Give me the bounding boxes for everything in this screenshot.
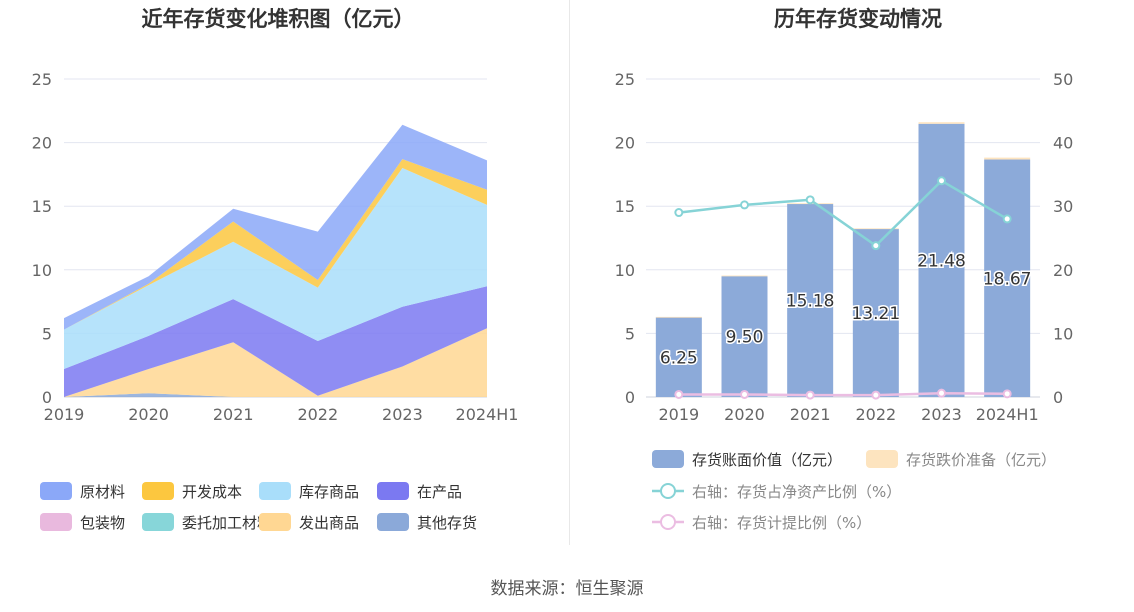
area-wip [64,286,487,397]
bar-data-label: 15.18 [786,291,835,311]
legend-label-stock_goods: 库存商品 [299,483,359,501]
legend-swatch-shipped [259,513,291,531]
x-tick-label: 2019 [44,405,85,424]
y-left-tick-label: 0 [625,388,635,407]
bar-reserve [787,203,834,205]
legend-label-dev_cost: 开发成本 [182,483,242,501]
y-tick-label: 5 [42,324,52,343]
legend-label-consigned: 委托加工材料 [182,514,272,532]
line-point-provision_ratio [937,388,946,398]
y-tick-label: 10 [32,261,52,280]
legend-label-reserve: 存货跌价准备（亿元） [906,451,1056,469]
left-chart-title: 近年存货变化堆积图（亿元） [142,7,415,31]
area-shipped [64,328,487,397]
bar-book-value [984,159,1031,397]
y-left-tick-label: 15 [615,197,635,216]
legend-swatch-stock_goods [259,482,291,500]
x-tick-label: 2023 [382,405,423,424]
bar-reserve [721,275,768,277]
x-tick-label: 2020 [724,405,765,424]
right-chart-title: 历年存货变动情况 [774,7,942,31]
area-other [64,393,487,397]
line-point-net_asset_ratio [1002,214,1012,224]
x-tick-label: 2024H1 [976,405,1039,424]
legend-label-shipped: 发出商品 [299,514,359,532]
legend-label-provision_ratio: 右轴：存货计提比例（%） [692,514,871,532]
panel-divider [569,0,570,545]
y-tick-label: 25 [32,70,52,89]
legend-marker-net_asset_ratio [660,483,676,499]
x-tick-label: 2022 [297,405,338,424]
stacked-area-chart: 近年存货变化堆积图（亿元） 0 5 10 15 20 25 2019 2020 2021 2022 2… [32,7,519,532]
legend-swatch-raw [40,482,72,500]
data-source-note: 数据来源：恒生聚源 [490,579,644,599]
y-left-tick-label: 5 [625,324,635,343]
legend-label-book-value: 存货账面价值（亿元） [692,451,842,469]
bar-reserve [852,228,899,230]
bar-reserve [984,157,1031,160]
legend-swatch-dev_cost [142,482,174,500]
legend-label-net_asset_ratio: 右轴：存货占净资产比例（%） [692,483,901,501]
legend-swatch-other [377,513,409,531]
x-tick-label: 2021 [790,405,831,424]
y-tick-label: 0 [42,388,52,407]
line-point-net_asset_ratio [805,195,815,205]
y-right-tick-label: 0 [1053,388,1063,407]
bar-data-label: 9.50 [726,328,764,348]
x-tick-label: 2020 [128,405,169,424]
y-left-tick-label: 25 [615,70,635,89]
area-dev_cost [64,159,487,330]
line-point-provision_ratio [805,390,815,400]
y-tick-label: 15 [32,197,52,216]
bar-book-value [918,123,965,397]
bar-data-label: 6.25 [660,348,698,368]
bar-reserve [655,316,702,318]
y-left-tick-label: 10 [615,261,635,280]
y-tick-label: 20 [32,134,52,153]
legend-label-other: 其他存货 [417,514,477,532]
y-right-tick-label: 30 [1053,197,1073,216]
legend-swatch-packaging [40,513,72,531]
bar-data-label: 18.67 [983,269,1032,289]
area-stock_goods [64,168,487,369]
legend-marker-provision_ratio [660,514,676,530]
line-point-net_asset_ratio [871,241,881,251]
y-right-tick-label: 40 [1053,134,1073,153]
y-right-tick-label: 20 [1053,261,1073,280]
legend-swatch-consigned [142,513,174,531]
bar-data-label: 21.48 [917,251,966,271]
bar-book-value [721,276,768,397]
line-point-provision_ratio [740,389,749,399]
y-right-tick-label: 10 [1053,324,1073,343]
y-left-tick-label: 20 [615,134,635,153]
line-point-provision_ratio [1002,389,1012,399]
legend-swatch-wip [377,482,409,500]
bar-book-value [787,203,834,397]
legend-label-raw: 原材料 [80,483,125,501]
y-right-tick-label: 50 [1053,70,1073,89]
line-point-net_asset_ratio [674,208,684,218]
x-tick-label: 2022 [855,405,896,424]
x-tick-label: 2019 [658,405,699,424]
bar-book-value [655,317,702,397]
area-raw [64,124,487,330]
x-tick-label: 2021 [213,405,254,424]
line-provision_ratio [678,391,1008,397]
line-point-net_asset_ratio [740,200,749,210]
legend-swatch-book-value [652,450,684,468]
bar-book-value [852,228,899,397]
bar-data-label: 13.21 [851,304,900,324]
line-net_asset_ratio [678,179,1008,248]
x-tick-label: 2024H1 [456,405,519,424]
legend-label-packaging: 包装物 [80,514,125,532]
bar-reserve [918,122,965,124]
line-point-provision_ratio [674,389,684,399]
legend-swatch-reserve [866,450,898,468]
x-tick-label: 2023 [921,405,962,424]
line-point-provision_ratio [871,390,881,400]
legend-label-wip: 在产品 [417,483,462,501]
line-point-net_asset_ratio [937,176,946,186]
